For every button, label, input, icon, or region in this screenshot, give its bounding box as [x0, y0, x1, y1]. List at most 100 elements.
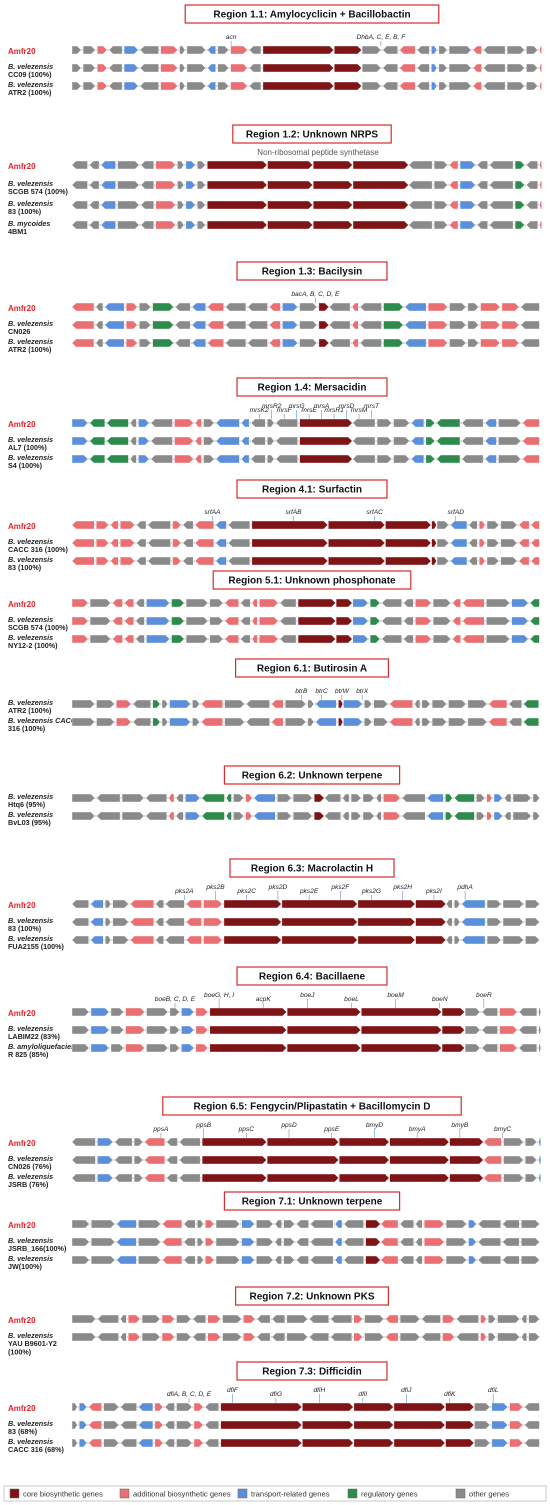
- gene-arrow: [223, 917, 282, 927]
- gene-arrow: [528, 1332, 540, 1342]
- gene-arrow: [226, 811, 232, 821]
- gene-arrow: [365, 1219, 381, 1229]
- gene-arrow: [318, 338, 330, 348]
- gene-arrow: [361, 1025, 442, 1035]
- gene-arrow: [383, 320, 404, 330]
- gene-arrow: [357, 899, 416, 909]
- gene-arrow: [105, 917, 111, 927]
- gene-arrow: [71, 63, 82, 73]
- gene-arrow: [201, 717, 223, 727]
- gene-name: btrC: [315, 688, 328, 695]
- gene-arrow: [452, 616, 461, 626]
- gene-arrow: [195, 1025, 209, 1035]
- region-title-box: [229, 858, 395, 878]
- gene-name: mrsG: [289, 403, 305, 410]
- gene-arrow: [88, 1438, 102, 1448]
- gene-arrow: [246, 699, 270, 709]
- track-label: B. velezensis: [8, 435, 53, 444]
- gene-arrow: [376, 418, 392, 428]
- gene-arrow: [373, 699, 389, 709]
- gene-arrow: [481, 1043, 498, 1053]
- gene-arrow: [498, 436, 521, 446]
- gene-arrow: [489, 200, 514, 210]
- gene-arrow: [446, 935, 453, 945]
- gene-arrow: [182, 556, 194, 566]
- gene-arrow: [353, 1420, 394, 1430]
- gene-arrow: [249, 81, 262, 91]
- track-label: B. velezensis: [8, 319, 53, 328]
- gene-arrow: [524, 1438, 540, 1448]
- gene-arrow: [205, 1237, 215, 1247]
- gene-arrow: [525, 917, 540, 927]
- gene-arrow: [381, 634, 402, 644]
- region-panel: Region 7.3: Difficidin dfiA, B, C, D, E df…: [8, 1361, 540, 1454]
- track-label: B. velezensis: [8, 1254, 53, 1263]
- gene-arrow: [502, 1219, 520, 1229]
- gene-arrow: [436, 436, 461, 446]
- gene-arrow: [193, 1420, 204, 1430]
- gene-name: mrsD: [339, 403, 355, 410]
- gene-arrow: [90, 917, 104, 927]
- gene-arrow: [523, 699, 539, 709]
- gene-arrow: [224, 598, 239, 608]
- gene-arrow: [230, 45, 248, 55]
- gene-arrow: [79, 1402, 88, 1412]
- gene-arrow: [247, 320, 268, 330]
- gene-arrow: [207, 81, 216, 91]
- gene-arrow: [514, 180, 525, 190]
- gene-arrow: [324, 793, 341, 803]
- gene-arrow: [416, 81, 430, 91]
- gene-arrow: [220, 1420, 303, 1430]
- gene-arrow: [274, 1219, 282, 1229]
- gene-arrow: [269, 320, 281, 330]
- gene-arrow: [411, 418, 425, 428]
- gene-arrow: [174, 436, 194, 446]
- gene-arrow: [89, 220, 100, 230]
- track-row: Amfr20: [8, 1314, 540, 1325]
- gene-arrow: [361, 81, 382, 91]
- gene-arrow: [393, 1402, 446, 1412]
- gene-arrow: [71, 220, 88, 230]
- gene-arrow: [267, 180, 313, 190]
- gene-arrow: [480, 302, 501, 312]
- gene-arrow: [383, 338, 404, 348]
- gene-arrow: [230, 81, 248, 91]
- gene-arrow: [175, 811, 184, 821]
- track-row: Amfr20: [8, 520, 540, 531]
- gene-arrow: [105, 899, 111, 909]
- gene-arrow: [71, 1420, 78, 1430]
- track-label: B. velezensis: [8, 537, 53, 546]
- gene-arrow: [538, 1155, 541, 1165]
- gene-arrow: [299, 320, 318, 330]
- region-title-box: [223, 1191, 401, 1211]
- gene-arrow: [193, 1402, 204, 1412]
- gene-arrow: [539, 160, 542, 170]
- gene-arrow: [433, 200, 448, 210]
- gene-arrow: [449, 338, 467, 348]
- track-label: AL7 (100%): [8, 443, 47, 452]
- gene-arrow: [383, 793, 401, 803]
- track-row: Amfr20: [8, 302, 540, 313]
- gene-arrow: [476, 793, 485, 803]
- gene-arrow: [511, 616, 529, 626]
- gene-arrow: [512, 793, 532, 803]
- gene-arrow: [297, 634, 336, 644]
- gene-arrow: [353, 1402, 394, 1412]
- gene-arrow: [79, 1420, 88, 1430]
- gene-arrow: [389, 699, 413, 709]
- gene-arrow: [279, 634, 297, 644]
- gene-arrow: [172, 520, 182, 530]
- gene-arrow: [145, 811, 167, 821]
- gene-arrow: [150, 418, 173, 428]
- gene-name: boeM: [387, 992, 404, 999]
- gene-arrow: [433, 180, 448, 190]
- gene-arrow: [376, 436, 392, 446]
- gene-arrow: [285, 717, 307, 727]
- gene-arrow: [530, 538, 540, 548]
- gene-arrow: [436, 538, 449, 548]
- gene-arrow: [438, 81, 448, 91]
